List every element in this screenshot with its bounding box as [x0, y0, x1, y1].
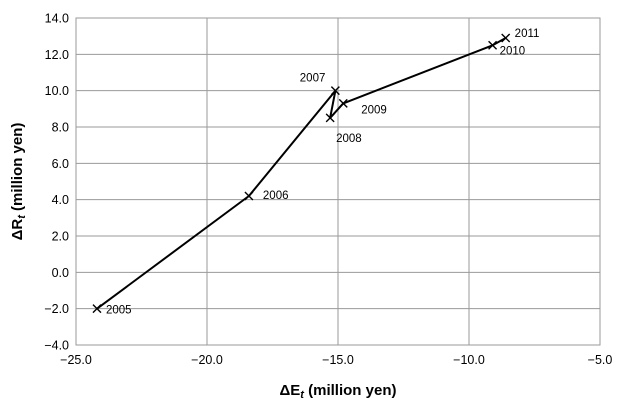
point-label: 2010 — [500, 45, 526, 57]
point-label: 2008 — [336, 133, 362, 145]
y-tick-label: −4.0 — [44, 339, 69, 353]
x-tick-label: −10.0 — [453, 353, 485, 367]
point-label: 2007 — [300, 73, 326, 85]
y-tick-label: 14.0 — [45, 12, 69, 26]
point-label: 2011 — [515, 28, 540, 40]
series-markers — [92, 33, 511, 314]
x-axis-tick-labels: −25.0 −20.0 −15.0 −10.0 −5.0 — [60, 353, 612, 367]
y-tick-label: 4.0 — [52, 193, 69, 207]
y-axis-tick-labels: −4.0 −2.0 0.0 2.0 4.0 6.0 8.0 10.0 12.0 14.0 — [44, 12, 69, 353]
grid-lines — [75, 17, 601, 346]
data-point-marker — [501, 33, 511, 43]
data-point-marker — [325, 113, 335, 123]
data-point-marker — [92, 304, 102, 314]
y-axis-title-sub: t — [16, 214, 28, 219]
x-axis-title-main: ΔE — [280, 382, 301, 399]
point-label: 2005 — [106, 305, 132, 317]
y-tick-label: 12.0 — [45, 48, 69, 62]
x-axis-title: ΔEt (million yen) — [280, 382, 397, 401]
data-point-marker — [488, 40, 498, 50]
point-label: 2006 — [263, 190, 289, 202]
plot-area-frame — [75, 17, 601, 346]
y-tick-label: 6.0 — [52, 157, 69, 171]
point-labels: 2005 2006 2007 2008 2009 2010 2011 — [106, 28, 539, 317]
x-axis-title-unit: (million yen) — [304, 382, 397, 399]
x-axis-title-sub: t — [300, 389, 305, 401]
y-tick-label: 8.0 — [52, 121, 69, 135]
x-tick-label: −20.0 — [191, 353, 223, 367]
data-point-marker — [338, 98, 348, 108]
data-point-marker — [244, 191, 254, 201]
y-axis-title-main: ΔR — [9, 219, 26, 241]
y-tick-label: 10.0 — [45, 84, 69, 98]
x-tick-label: −5.0 — [588, 353, 613, 367]
y-axis-title: ΔRt (million yen) — [9, 123, 28, 241]
x-tick-label: −25.0 — [60, 353, 92, 367]
y-tick-label: −2.0 — [44, 302, 69, 316]
y-tick-label: 0.0 — [52, 266, 69, 280]
x-tick-label: −15.0 — [322, 353, 354, 367]
data-point-marker — [330, 86, 340, 96]
point-label: 2009 — [361, 104, 387, 116]
y-tick-label: 2.0 — [52, 230, 69, 244]
y-axis-title-unit: (million yen) — [9, 123, 26, 216]
